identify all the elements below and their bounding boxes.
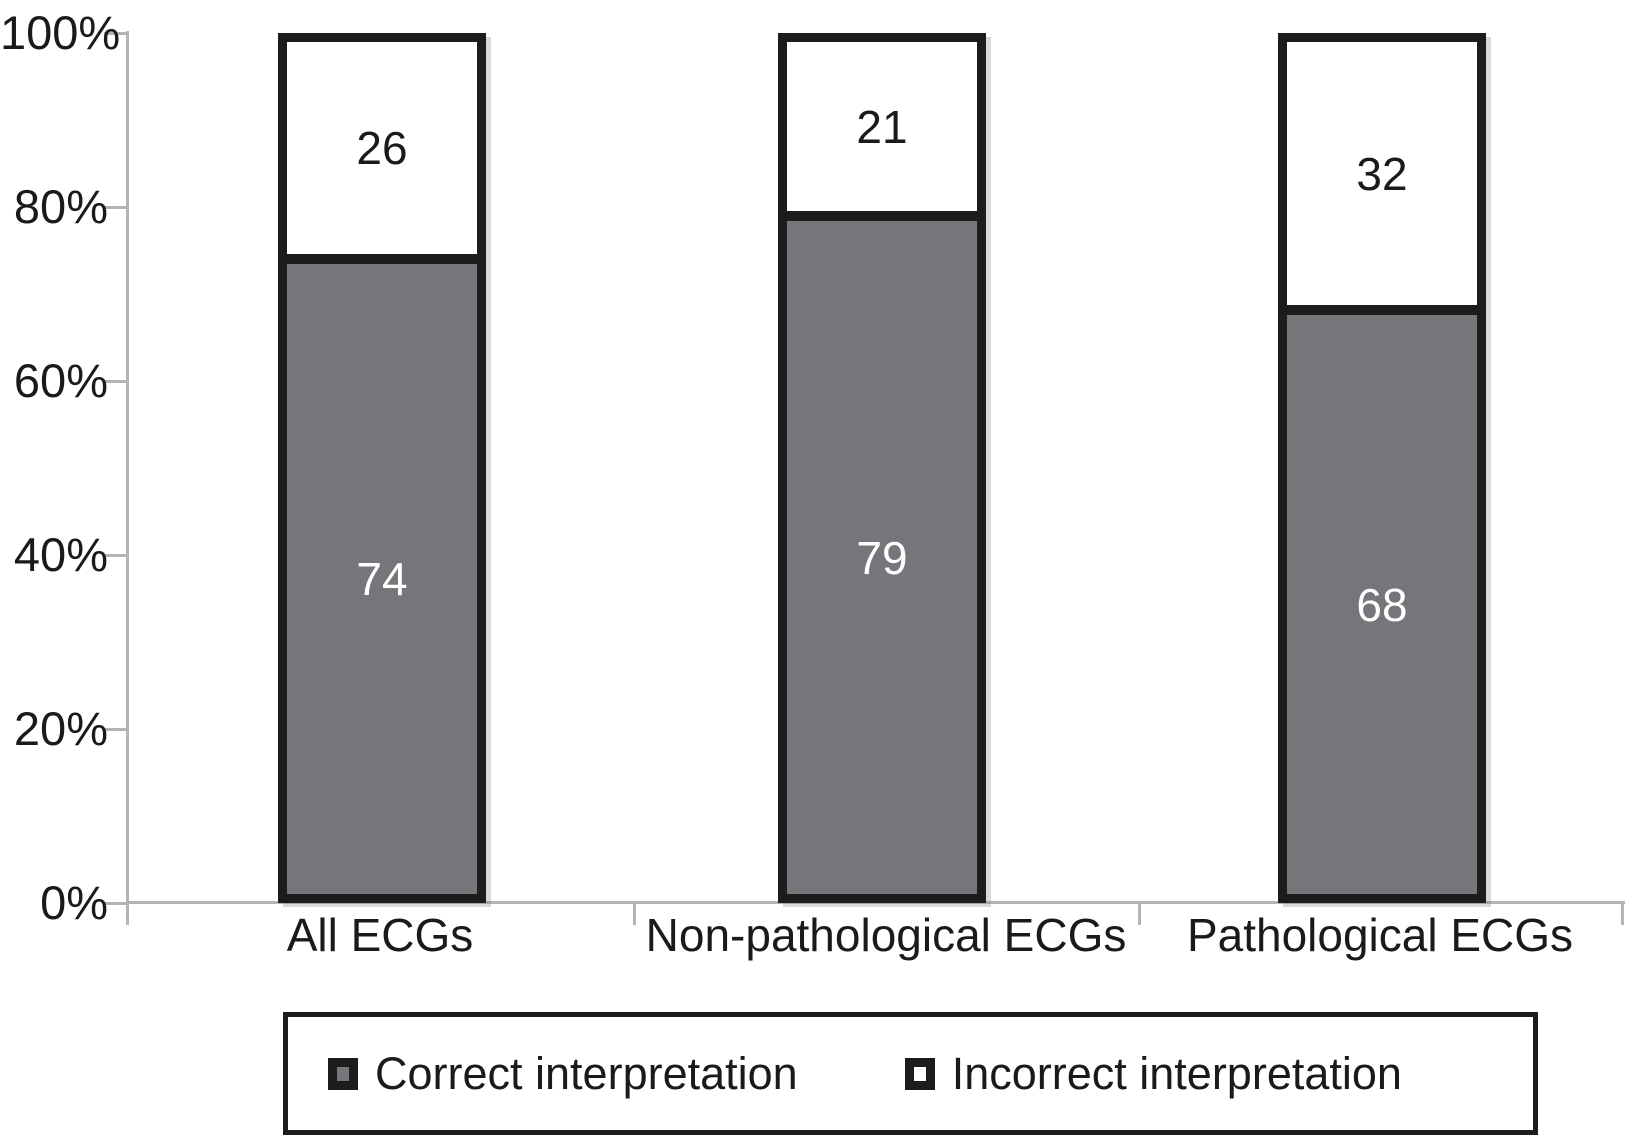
legend-item-correct: Correct interpretation: [328, 1048, 798, 1100]
segment-correct: 68: [1287, 305, 1477, 894]
segment-incorrect: 32: [1287, 42, 1477, 305]
category-label: Non-pathological ECGs: [645, 909, 1127, 961]
legend-label-correct: Correct interpretation: [375, 1047, 798, 1099]
x-tick: [1621, 901, 1624, 925]
legend-box: Correct interpretation Incorrect interpr…: [283, 1012, 1538, 1135]
segment-incorrect: 26: [287, 42, 477, 254]
bar-3: 32 68: [1278, 33, 1486, 903]
y-tick: [104, 554, 129, 557]
y-tick: [104, 380, 129, 383]
y-tick-label: 60%: [13, 354, 108, 407]
legend-label-incorrect: Incorrect interpretation: [951, 1047, 1402, 1099]
y-tick-label: 80%: [13, 180, 108, 233]
y-axis-line: [126, 31, 129, 903]
x-tick: [633, 901, 636, 925]
y-tick: [104, 902, 129, 905]
bar-1: 26 74: [278, 33, 486, 903]
segment-correct: 74: [287, 254, 477, 894]
y-tick: [104, 728, 129, 731]
y-tick-label: 0%: [40, 876, 108, 929]
legend-item-incorrect: Incorrect interpretation: [904, 1047, 1402, 1100]
y-tick-label: 20%: [13, 702, 108, 755]
y-tick: [104, 206, 129, 209]
segment-correct: 79: [787, 211, 977, 894]
category-label: Pathological ECGs: [1186, 909, 1574, 961]
category-label: All ECGs: [286, 909, 474, 961]
segment-incorrect: 21: [787, 42, 977, 211]
bar-2: 21 79: [778, 33, 986, 903]
x-tick: [126, 901, 129, 925]
x-tick: [1138, 901, 1141, 925]
legend-swatch-correct-icon: [328, 1057, 358, 1090]
y-tick-label: 40%: [13, 528, 108, 581]
legend-swatch-incorrect-icon: [904, 1057, 935, 1090]
y-tick-label: 100%: [0, 6, 121, 59]
y-tick: [104, 32, 129, 35]
